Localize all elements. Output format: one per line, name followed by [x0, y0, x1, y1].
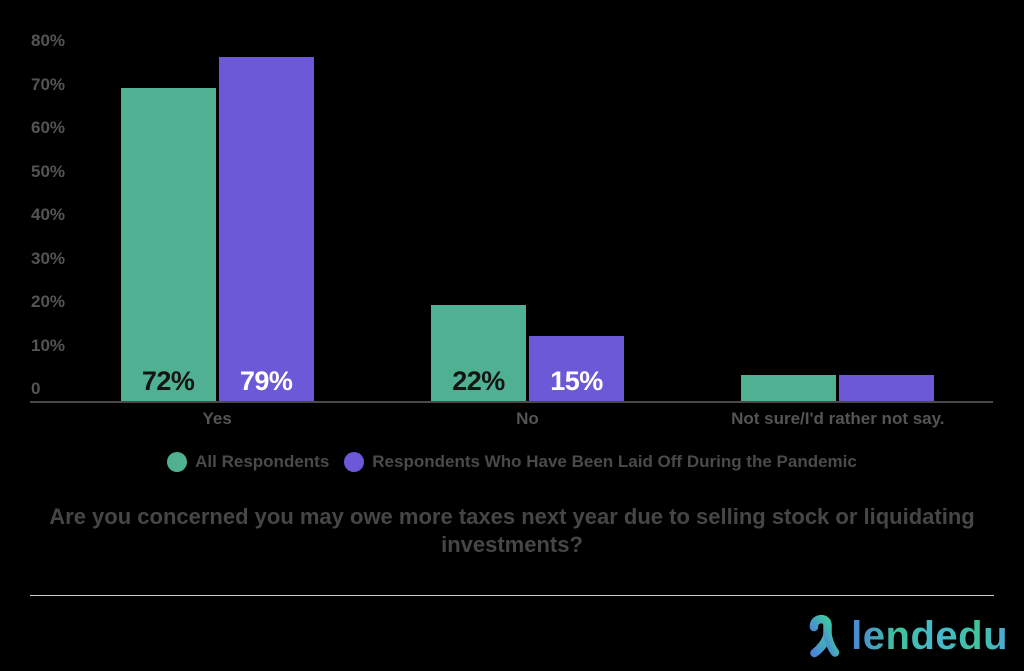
legend-label: All Respondents [195, 452, 330, 471]
bar-pair [741, 53, 935, 401]
bar-laid-off: 79% [218, 57, 314, 401]
x-axis-line [30, 401, 993, 403]
bar-laid-off [839, 374, 935, 401]
y-axis: 80% 70% 60% 50% 40% 30% 20% 10% 0 [31, 31, 95, 401]
legend-color-dot [344, 452, 365, 472]
plot-area: 72% 79% Yes 22% 15% No Not sure/I'd rather not… [30, 53, 993, 428]
category-group: 72% 79% Yes [62, 53, 372, 428]
bar-all-respondents: 72% [120, 87, 216, 401]
category-label: Yes [202, 409, 232, 428]
lendedu-wordmark: lendedu [851, 614, 1008, 658]
bar-laid-off: 15% [528, 335, 624, 401]
bar-value-label: 72% [141, 366, 195, 396]
bar-all-respondents [741, 374, 837, 401]
y-axis-tick-label: 0 [31, 379, 41, 398]
bar-value-label: 22% [452, 366, 505, 396]
chart-title: Are you concerned you may owe more taxes… [49, 504, 975, 557]
y-axis-tick-label: 10% [31, 335, 66, 355]
bar-all-respondents: 22% [430, 305, 526, 401]
legend: All Respondents Respondents Who Have Been… [0, 452, 1024, 472]
legend-label: Respondents Who Have Been Laid Off Durin… [372, 452, 857, 471]
bar-pair: 22% 15% [430, 53, 624, 401]
category-group: Not sure/I'd rather not say. [683, 53, 993, 428]
legend-item: All Respondents [167, 452, 329, 472]
divider [30, 595, 994, 596]
y-axis-tick-label: 50% [31, 161, 66, 181]
y-axis-tick-label: 80% [31, 31, 66, 50]
legend-item: Respondents Who Have Been Laid Off Durin… [344, 452, 857, 472]
bar-pair: 72% 79% [120, 53, 314, 401]
y-axis-tick-label: 40% [31, 205, 66, 224]
category-group: 22% 15% No [372, 53, 682, 428]
lendedu-logo: lendedu [804, 612, 1008, 660]
lendedu-person-icon [809, 615, 840, 658]
category-label: No [516, 409, 539, 428]
y-axis-tick-label: 20% [31, 292, 66, 311]
legend-color-dot [167, 452, 188, 472]
bar-value-label: 15% [550, 366, 603, 396]
y-axis-tick-label: 30% [31, 248, 66, 268]
bar-value-label: 79% [239, 366, 293, 396]
y-axis-tick-label: 70% [31, 74, 66, 94]
y-axis-tick-label: 60% [31, 118, 66, 137]
category-label: Not sure/I'd rather not say. [731, 409, 945, 428]
